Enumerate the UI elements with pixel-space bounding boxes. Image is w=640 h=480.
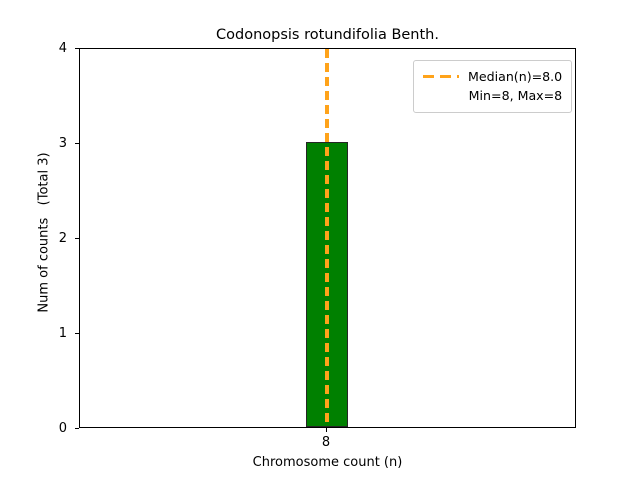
- y-tick-label-2: 2: [58, 230, 67, 246]
- legend-entry-minmax: Min=8, Max=8: [423, 86, 563, 105]
- y-tick-label-4: 4: [58, 40, 67, 56]
- y-tick-label-3: 3: [58, 135, 67, 151]
- legend-label-minmax: Min=8, Max=8: [468, 88, 563, 103]
- dashed-line-icon: [423, 67, 459, 86]
- x-axis-label: Chromosome count (n): [252, 455, 403, 470]
- y-tick-mark-0: [75, 427, 79, 429]
- y-tick-label-1: 1: [58, 325, 67, 341]
- legend-entry-median: Median(n)=8.0: [423, 67, 562, 86]
- median-line: [325, 49, 329, 427]
- legend-label-median: Median(n)=8.0: [468, 69, 563, 84]
- y-axis-label: Num of counts (Total 3): [36, 152, 52, 313]
- chart-title: Codonopsis rotundifolia Benth.: [216, 27, 439, 43]
- y-tick-mark-1: [75, 332, 79, 334]
- y-tick-label-0: 0: [58, 420, 67, 436]
- y-tick-mark-4: [75, 47, 79, 49]
- y-tick-mark-2: [75, 237, 79, 239]
- x-tick-label-8: 8: [321, 435, 331, 450]
- x-tick-mark-8: [326, 428, 328, 432]
- y-tick-mark-3: [75, 142, 79, 144]
- legend: Median(n)=8.0 Min=8, Max=8: [413, 60, 573, 113]
